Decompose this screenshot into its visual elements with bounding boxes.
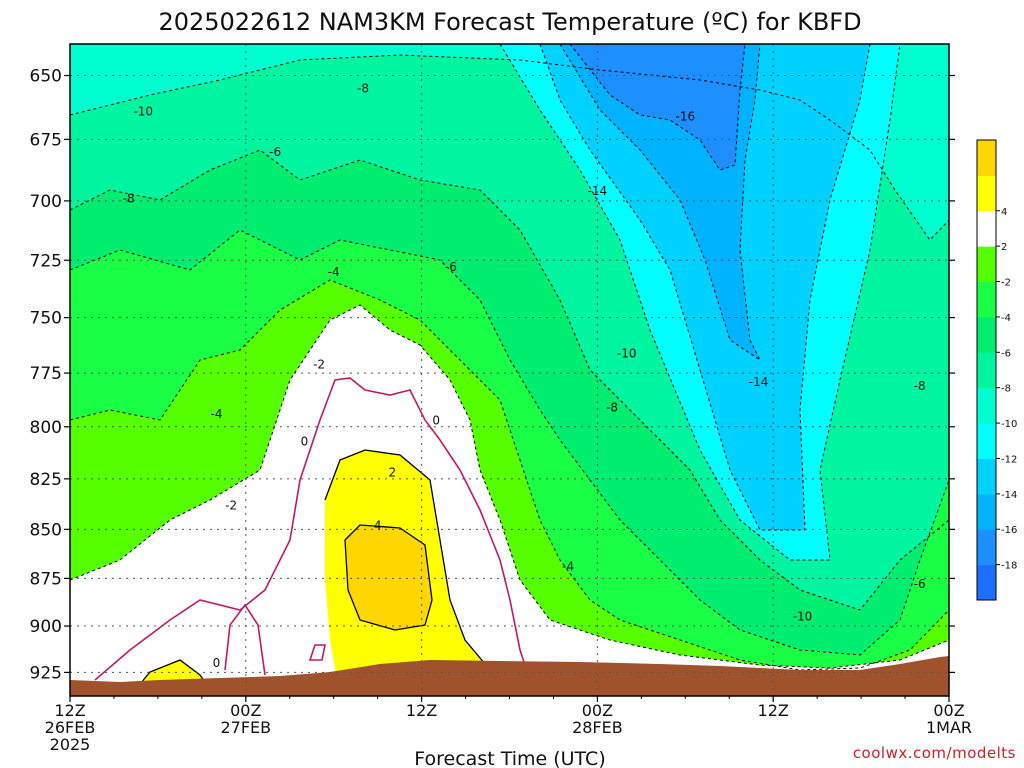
contour-label: -6 — [445, 260, 457, 274]
colorbar-tick-label: -6 — [1001, 348, 1011, 359]
y-tick-label: 875 — [30, 569, 62, 589]
contour-label: -8 — [914, 379, 926, 393]
x-tick-label: 12Z — [406, 701, 437, 720]
colorbar-swatch — [977, 423, 996, 459]
contour-label: -2 — [225, 498, 237, 512]
y-tick-label: 725 — [30, 251, 62, 271]
chart-title: 2025022612 NAM3KM Forecast Temperature (… — [158, 8, 861, 36]
isotherm — [70, 229, 949, 656]
colorbar-swatch — [977, 387, 996, 424]
x-tick-label: 12Z — [54, 701, 85, 720]
colorbar-swatch — [977, 564, 996, 601]
x-tick-label: 00Z — [582, 701, 613, 720]
band-minus-2-to-plus-2 — [70, 305, 949, 696]
contour-label: -6 — [914, 577, 926, 591]
contour-label: -8 — [606, 401, 618, 415]
credit-text: coolwx.com/modelts — [853, 744, 1016, 762]
contour-label: 0 — [213, 656, 221, 670]
x-axis-label: Forecast Time (UTC) — [414, 748, 605, 768]
colorbar-swatch — [977, 529, 996, 566]
colorbar-tick-label: -16 — [1001, 525, 1017, 536]
contour-label: 0 — [432, 413, 440, 427]
isotherm — [70, 304, 949, 669]
x-tick-label: 00Z — [230, 701, 261, 720]
contour-label: -10 — [133, 105, 153, 119]
x-tick-label: 26FEB — [45, 718, 96, 737]
isotherm — [559, 44, 762, 362]
colorbar-tick-label: 4 — [1001, 207, 1007, 218]
contour-label: -14 — [588, 184, 608, 198]
contour-label: -2 — [313, 357, 325, 371]
colorbar-swatch — [977, 316, 996, 353]
y-tick-label: 700 — [30, 192, 62, 212]
colorbar-tick-label: -12 — [1001, 454, 1017, 465]
colorbar-tick-label: -4 — [1001, 313, 1011, 324]
y-tick-label: 775 — [30, 364, 62, 384]
negative-isotherms — [70, 44, 949, 671]
colorbar-swatch — [977, 352, 996, 389]
isotherm — [70, 149, 949, 611]
colorbar-swatch — [977, 281, 996, 318]
isotherm — [324, 449, 501, 696]
contour-label: -10 — [617, 346, 637, 360]
isotherm — [539, 44, 871, 531]
contour-label: -10 — [793, 610, 813, 624]
contour-label: 2 — [388, 466, 396, 480]
contour-label: -6 — [269, 145, 281, 159]
colorbar-tick-label: -8 — [1001, 384, 1011, 395]
y-tick-label: 850 — [30, 520, 62, 540]
contour-label: -4 — [211, 407, 223, 421]
x-tick-label: 1MAR — [926, 718, 972, 737]
colorbar-tick-label: -18 — [1001, 561, 1017, 572]
colorbar-swatch — [977, 458, 996, 495]
band-plus-4-to-plus-6 — [345, 525, 432, 630]
contour-label: -8 — [123, 191, 135, 205]
isotherm — [224, 603, 266, 676]
contour-label: -4 — [328, 265, 340, 279]
y-axis: 650 675 700 725 750 775 800 825 850 875 900 925 — [30, 67, 955, 683]
y-tick-label: 750 — [30, 309, 62, 329]
y-tick-label: 825 — [30, 470, 62, 490]
colorbar-swatch — [977, 493, 996, 530]
x-tick-label: 2025 — [50, 735, 91, 754]
zero-isotherm — [94, 377, 526, 681]
colorbar-tick-label: 2 — [1001, 242, 1007, 253]
colorbar-swatch — [977, 140, 996, 176]
contour-labels: -10 -8 -6 -8 -4 -6 -14 -16 -10 -14 -8 -8 -2 -4 0 0 2 -2 4 -… — [123, 81, 926, 670]
colorbar-swatch — [977, 210, 996, 247]
colorbar-swatch — [977, 246, 996, 283]
isotherm — [344, 524, 433, 631]
x-tick-label: 28FEB — [572, 718, 623, 737]
isotherm — [499, 44, 901, 561]
colorbar: -18 -16 -14 -12 -10 -8 -6 -4 -2 2 4 — [976, 139, 1017, 601]
contour-label: -4 — [562, 560, 574, 574]
terrain — [70, 656, 949, 696]
y-tick-label: 650 — [30, 67, 62, 87]
x-tick-label: 27FEB — [220, 718, 271, 737]
contour-label: -8 — [357, 81, 369, 95]
plot-area — [70, 44, 949, 696]
colorbar-tick-label: -14 — [1001, 490, 1017, 501]
colorbar-tick-label: -10 — [1001, 419, 1017, 430]
band-minus-14-to-minus-16 — [540, 44, 870, 530]
contour-label: 0 — [301, 435, 309, 449]
x-tick-label: 12Z — [758, 701, 789, 720]
contour-label: -14 — [749, 375, 769, 389]
colorbar-tick-label: -2 — [1001, 278, 1011, 289]
y-tick-label: 925 — [30, 663, 62, 683]
contour-label: -16 — [675, 110, 695, 124]
isotherm — [308, 644, 326, 661]
contour-label: 4 — [374, 518, 382, 532]
y-tick-label: 675 — [30, 130, 62, 150]
colorbar-swatch — [977, 175, 996, 212]
x-tick-label: 00Z — [933, 701, 964, 720]
colorbar-frame — [976, 139, 997, 601]
y-tick-label: 800 — [30, 418, 62, 438]
isotherm — [94, 377, 526, 681]
y-tick-label: 900 — [30, 617, 62, 637]
